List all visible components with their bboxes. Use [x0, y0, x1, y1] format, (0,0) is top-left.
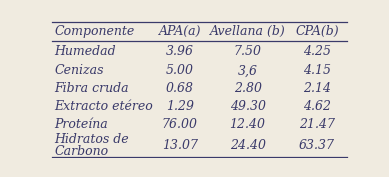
Text: 13.07: 13.07 — [162, 139, 198, 152]
Text: 4.62: 4.62 — [303, 100, 331, 113]
Text: 1.29: 1.29 — [166, 100, 194, 113]
Text: 21.47: 21.47 — [299, 118, 335, 131]
Text: 2.14: 2.14 — [303, 82, 331, 95]
Text: Humedad: Humedad — [54, 45, 116, 58]
Text: 76.00: 76.00 — [162, 118, 198, 131]
Text: Avellana (b): Avellana (b) — [210, 25, 286, 38]
Text: 4.15: 4.15 — [303, 64, 331, 78]
Text: 49.30: 49.30 — [230, 100, 266, 113]
Text: Componente: Componente — [54, 25, 135, 38]
Text: 7.50: 7.50 — [234, 45, 261, 58]
Text: Fibra cruda: Fibra cruda — [54, 82, 129, 95]
Text: 5.00: 5.00 — [166, 64, 194, 78]
Text: 3.96: 3.96 — [166, 45, 194, 58]
Text: CPA(b): CPA(b) — [295, 25, 339, 38]
Text: Proteína: Proteína — [54, 118, 109, 131]
Text: 12.40: 12.40 — [230, 118, 266, 131]
Text: 4.25: 4.25 — [303, 45, 331, 58]
Text: 63.37: 63.37 — [299, 139, 335, 152]
Text: Carbono: Carbono — [54, 145, 109, 158]
Text: Hidratos de: Hidratos de — [54, 133, 129, 146]
Text: Extracto etéreo: Extracto etéreo — [54, 100, 153, 113]
Text: 24.40: 24.40 — [230, 139, 266, 152]
Text: 3,6: 3,6 — [238, 64, 258, 78]
Text: Cenizas: Cenizas — [54, 64, 104, 78]
Text: 2.80: 2.80 — [234, 82, 261, 95]
Text: APA(a): APA(a) — [158, 25, 201, 38]
Text: 0.68: 0.68 — [166, 82, 194, 95]
